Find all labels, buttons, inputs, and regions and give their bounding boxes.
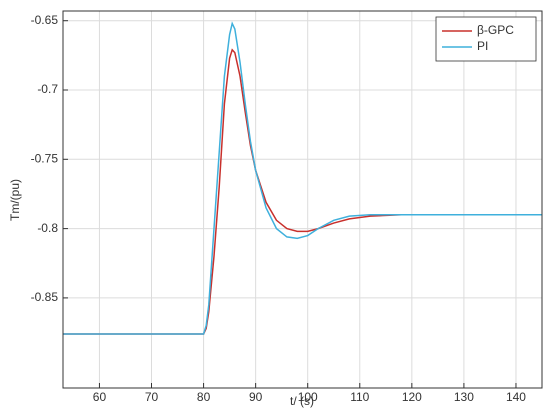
x-tick-label: 90 <box>249 390 263 404</box>
y-tick-label: -0.65 <box>31 13 59 27</box>
x-tick-label: 70 <box>145 390 159 404</box>
legend-box <box>435 16 537 62</box>
plot-area <box>63 11 542 388</box>
x-tick-label: 100 <box>298 390 318 404</box>
x-tick-label: 140 <box>506 390 526 404</box>
y-tick-label: -0.85 <box>31 290 59 304</box>
axes-box <box>62 10 543 389</box>
x-tick-label: 120 <box>402 390 422 404</box>
series-line <box>63 21 542 335</box>
legend-label: PI <box>477 39 488 53</box>
y-axis-label: Tm/(pu) <box>8 179 22 221</box>
x-tick-label: 110 <box>350 390 369 404</box>
y-tick-label: -0.7 <box>37 82 58 96</box>
x-tick-label: 60 <box>93 390 107 404</box>
x-axis-label: t/ (s) <box>290 394 314 408</box>
y-tick-label: -0.75 <box>31 151 59 165</box>
y-tick-label: -0.8 <box>37 221 58 235</box>
x-tick-label: 130 <box>454 390 474 404</box>
legend-label: β-GPC <box>477 23 514 37</box>
x-tick-label: 80 <box>197 390 211 404</box>
